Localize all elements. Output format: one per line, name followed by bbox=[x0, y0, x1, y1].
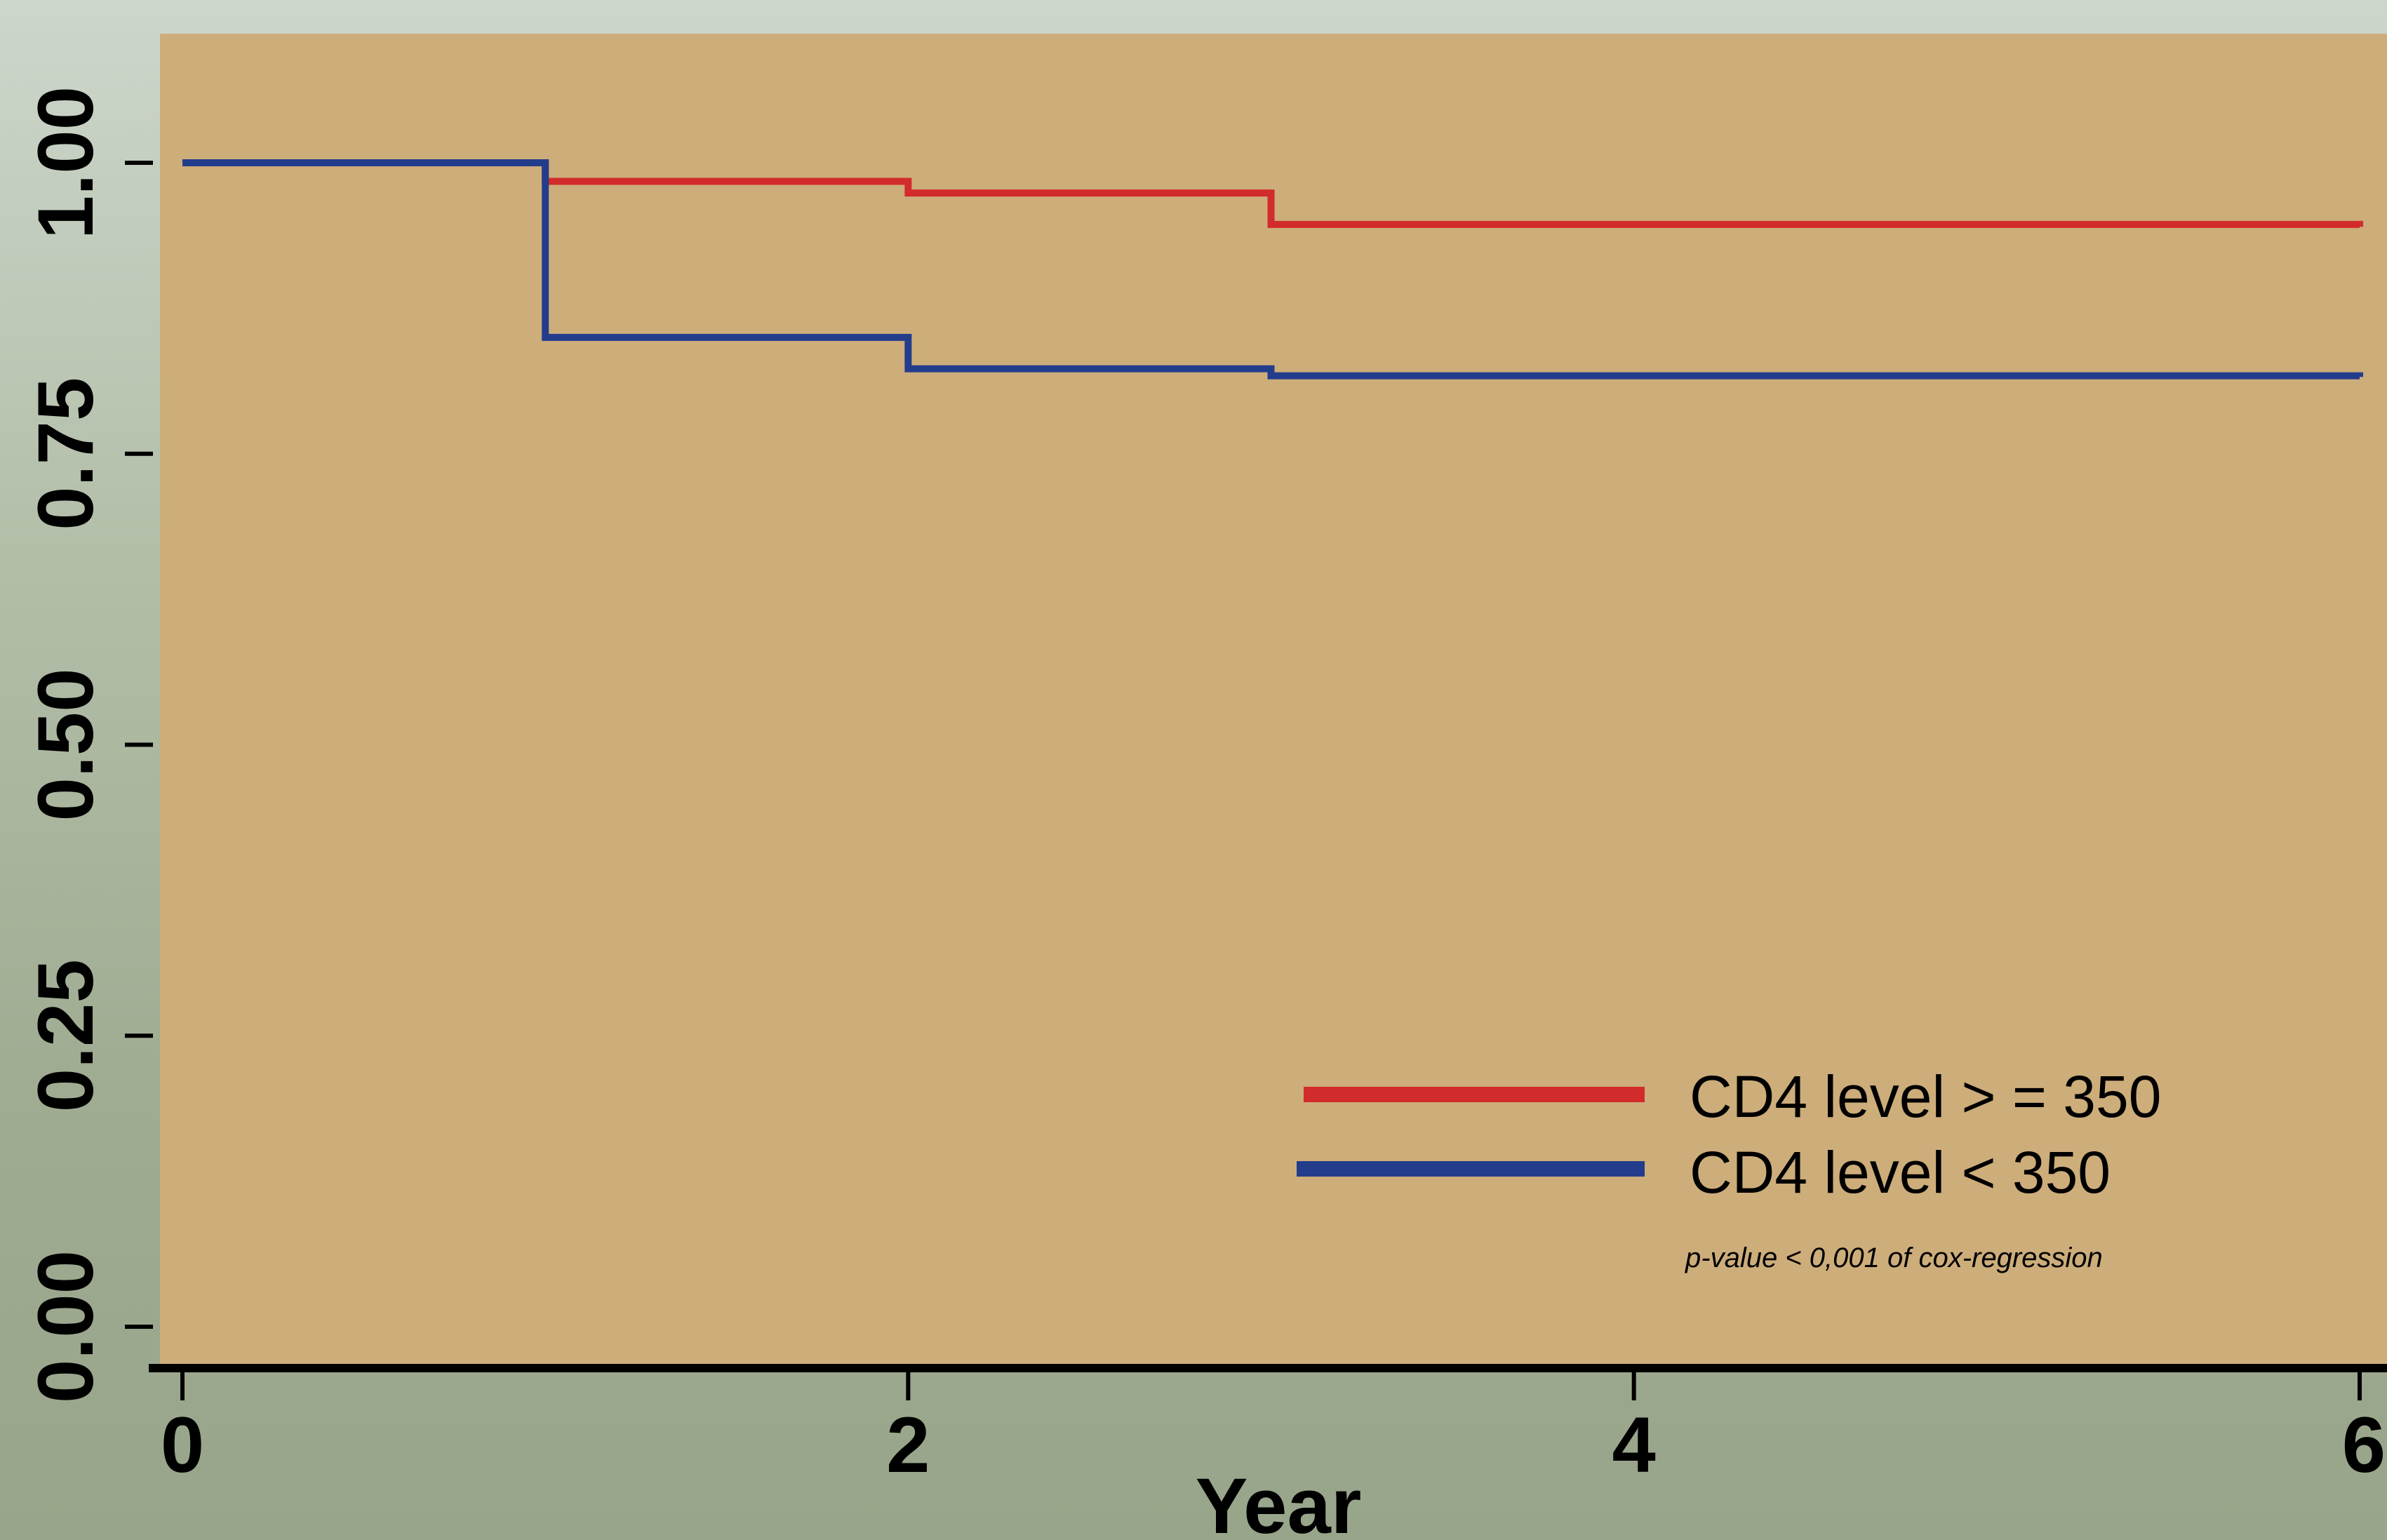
y-tick-label: 0.00 bbox=[22, 1250, 109, 1403]
x-tick-label: 2 bbox=[886, 1401, 930, 1489]
y-tick-label: 0.50 bbox=[22, 669, 109, 822]
x-tick-label: 6 bbox=[2342, 1401, 2386, 1489]
x-tick-label: 4 bbox=[1612, 1401, 1656, 1489]
series-layer bbox=[182, 159, 2363, 380]
legend: CD4 level > = 350 CD4 level < 350 p-valu… bbox=[1297, 1064, 2161, 1273]
x-tick-label: 0 bbox=[161, 1401, 204, 1489]
x-axis-title: Year bbox=[1196, 1462, 1362, 1540]
series-line-1 bbox=[182, 159, 2363, 380]
y-tick-label: 0.75 bbox=[22, 377, 109, 530]
plot-area-background bbox=[160, 34, 2387, 1368]
y-tick-label: 1.00 bbox=[22, 86, 109, 239]
x-axis: 0 2 4 6 bbox=[149, 1364, 2387, 1489]
legend-label-cd4-high: CD4 level > = 350 bbox=[1690, 1064, 2161, 1130]
y-tick-label: 0.25 bbox=[22, 959, 109, 1112]
legend-label-cd4-low: CD4 level < 350 bbox=[1690, 1139, 2111, 1205]
y-axis: 0.00 0.25 0.50 0.75 1.00 bbox=[22, 86, 153, 1403]
annotation-p-value: p-value < 0,001 of cox-regression bbox=[1685, 1243, 2103, 1273]
